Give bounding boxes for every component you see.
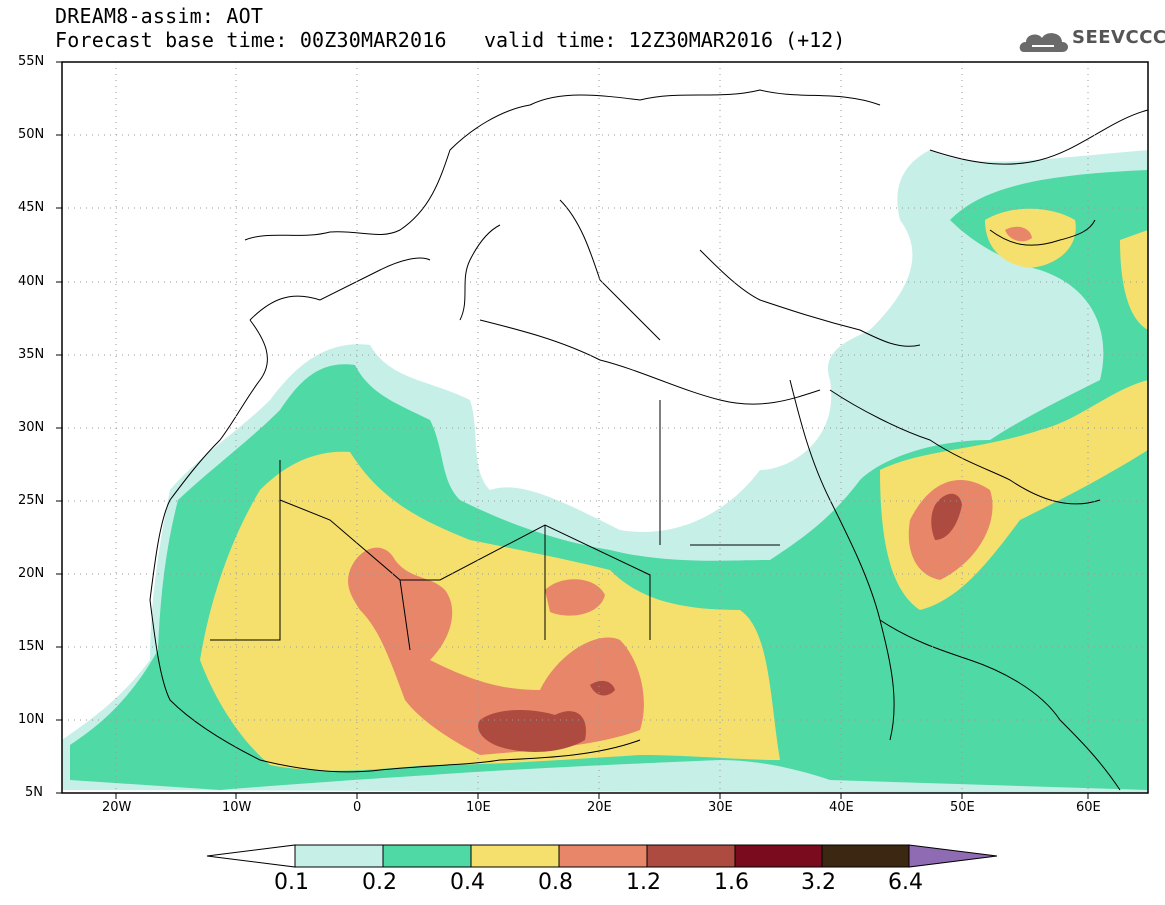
colorbar-label: 0.4 [450, 870, 485, 895]
coastlines [149, 89, 1148, 791]
colorbar-segment [734, 844, 823, 868]
lat-label: 40N [18, 274, 45, 289]
colorbar-segment [470, 844, 560, 868]
colorbar-label: 1.2 [626, 870, 661, 895]
colorbar-label: 0.1 [274, 870, 309, 895]
lon-label: 50E [950, 800, 975, 815]
colorbar-label: 0.2 [362, 870, 397, 895]
colorbar-segment [821, 844, 910, 868]
lon-label: 30E [708, 800, 733, 815]
colorbar-label: 0.8 [538, 870, 573, 895]
lat-label: 10N [18, 712, 45, 727]
lon-label: 0 [353, 800, 362, 815]
aot-contour-1-2 [590, 680, 615, 696]
lat-label: 5N [25, 785, 43, 800]
colorbar-label: 3.2 [801, 870, 836, 895]
lat-label: 30N [18, 420, 45, 435]
lat-label: 55N [18, 54, 45, 69]
lat-label: 35N [18, 347, 45, 362]
colorbar-segment [382, 844, 472, 868]
aot-contour-0-8 [1005, 226, 1032, 242]
lon-label: 60E [1076, 800, 1101, 815]
aot-contour-0-4 [1120, 230, 1148, 330]
colorbar-over-arrow [908, 844, 998, 868]
colorbar-label: 6.4 [888, 870, 923, 895]
colorbar-segment [558, 844, 648, 868]
lon-label: 40E [829, 800, 854, 815]
lon-label: 20W [102, 800, 132, 815]
aot-field [62, 150, 1148, 793]
lat-label: 20N [18, 566, 45, 581]
aot-contour-1-2 [931, 493, 962, 540]
lon-label: 10E [466, 800, 491, 815]
colorbar-under-arrow [206, 844, 296, 868]
lat-label: 25N [18, 493, 45, 508]
colorbar-segment [646, 844, 736, 868]
lon-label: 20E [587, 800, 612, 815]
colorbar-label: 1.6 [714, 870, 749, 895]
colorbar-segment [294, 844, 384, 868]
lat-label: 15N [18, 639, 45, 654]
chart-title: DREAM8-assim: AOT [55, 4, 264, 28]
axis-ticks [56, 61, 1089, 799]
aot-contour-0-8 [545, 579, 605, 616]
lat-label: 45N [18, 200, 45, 215]
base-time: Forecast base time: 00Z30MAR2016 [55, 28, 447, 52]
aot-contour-1-2 [478, 710, 586, 752]
valid-time: valid time: 12Z30MAR2016 (+12) [484, 28, 846, 52]
graticule [62, 62, 1148, 793]
logo-text: SEEVCCC [1072, 27, 1165, 48]
cloud-logo-icon [1019, 33, 1068, 52]
colorbar [206, 844, 998, 868]
lat-label: 50N [18, 127, 45, 142]
lon-label: 10W [222, 800, 252, 815]
aot-contour-0-8 [348, 547, 644, 755]
